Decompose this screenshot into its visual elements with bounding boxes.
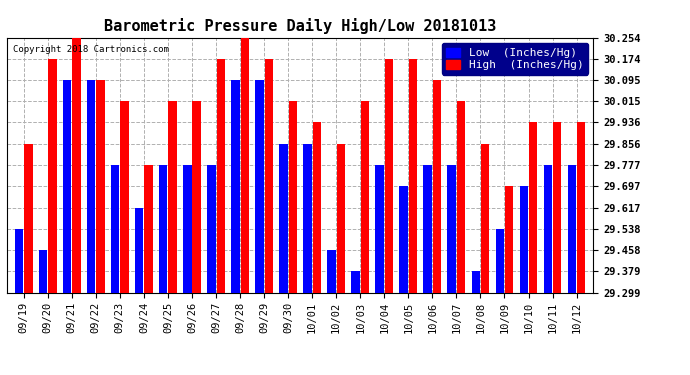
Bar	[217, 59, 225, 292]
Bar	[313, 122, 321, 292]
Bar	[553, 122, 562, 292]
Bar	[505, 186, 513, 292]
Bar	[351, 271, 359, 292]
Bar	[385, 59, 393, 292]
Bar	[424, 165, 432, 292]
Bar	[448, 165, 456, 292]
Bar	[144, 165, 152, 292]
Bar	[48, 59, 57, 292]
Bar	[279, 144, 288, 292]
Bar	[337, 144, 345, 292]
Bar	[111, 165, 119, 292]
Bar	[577, 122, 586, 292]
Bar	[168, 101, 177, 292]
Bar	[159, 165, 168, 292]
Bar	[520, 186, 528, 292]
Bar	[361, 101, 369, 292]
Bar	[264, 59, 273, 292]
Bar	[241, 38, 249, 292]
Bar	[24, 144, 32, 292]
Bar	[457, 101, 465, 292]
Bar	[568, 165, 576, 292]
Bar	[14, 229, 23, 292]
Bar	[207, 165, 215, 292]
Bar	[327, 250, 336, 292]
Title: Barometric Pressure Daily High/Low 20181013: Barometric Pressure Daily High/Low 20181…	[104, 18, 496, 33]
Bar	[529, 122, 538, 292]
Bar	[544, 165, 552, 292]
Bar	[63, 80, 71, 292]
Bar	[39, 250, 48, 292]
Bar	[471, 271, 480, 292]
Bar	[120, 101, 129, 292]
Bar	[193, 101, 201, 292]
Bar	[495, 229, 504, 292]
Bar	[433, 80, 441, 292]
Bar	[87, 80, 95, 292]
Bar	[255, 80, 264, 292]
Bar	[304, 144, 312, 292]
Bar	[481, 144, 489, 292]
Bar	[183, 165, 192, 292]
Bar	[375, 165, 384, 292]
Bar	[72, 38, 81, 292]
Legend: Low  (Inches/Hg), High  (Inches/Hg): Low (Inches/Hg), High (Inches/Hg)	[442, 43, 588, 75]
Bar	[231, 80, 239, 292]
Bar	[288, 101, 297, 292]
Bar	[135, 208, 144, 292]
Bar	[97, 80, 105, 292]
Bar	[400, 186, 408, 292]
Text: Copyright 2018 Cartronics.com: Copyright 2018 Cartronics.com	[13, 45, 168, 54]
Bar	[408, 59, 417, 292]
